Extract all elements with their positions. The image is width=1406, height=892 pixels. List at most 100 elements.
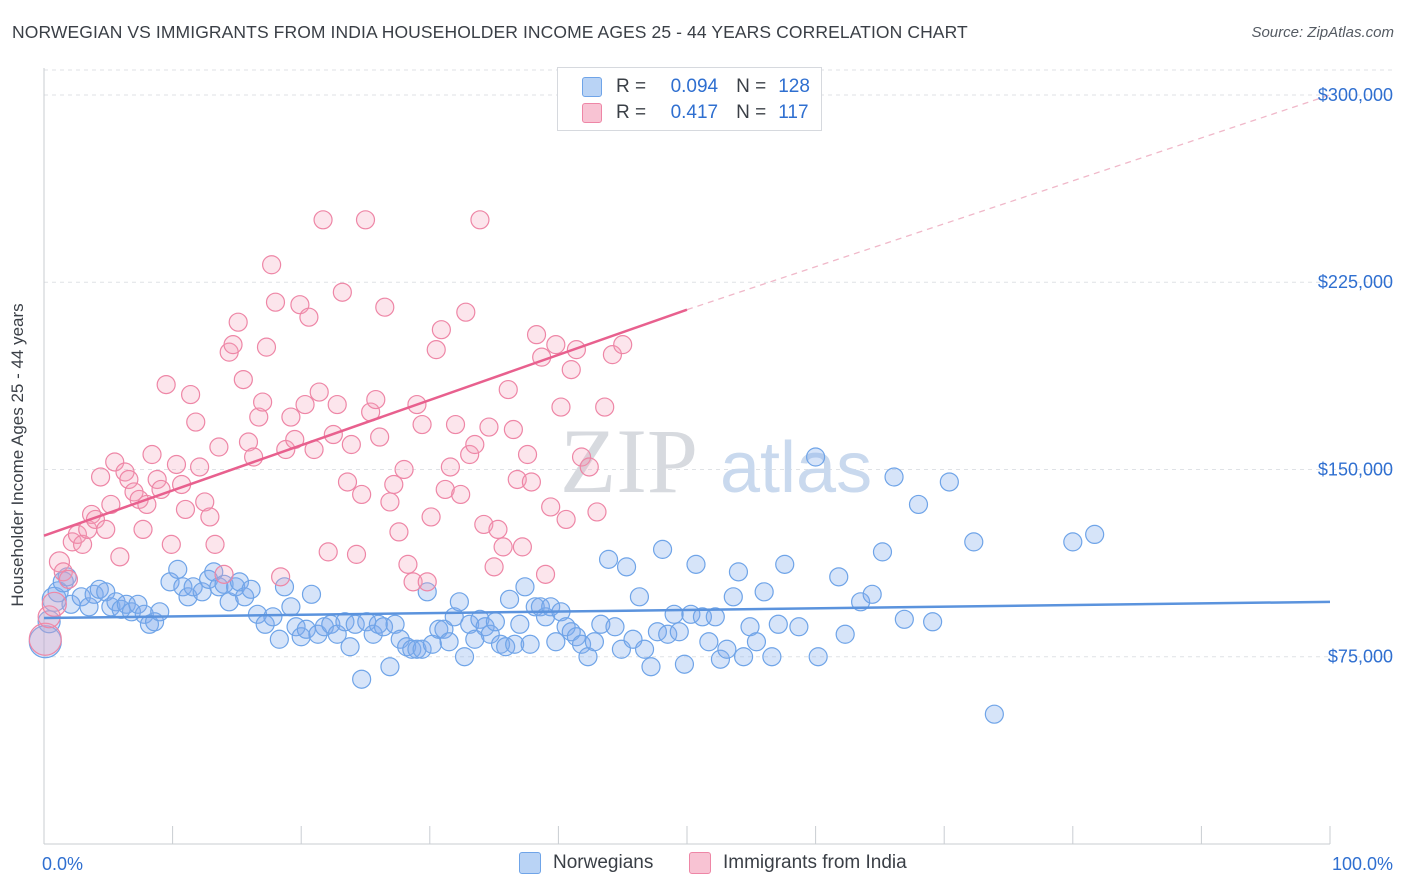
data-point: [451, 484, 471, 505]
data-point: [228, 312, 248, 332]
stats-legend: R = 0.094 N = 128 R = 0.417 N = 117: [557, 67, 822, 131]
data-point: [332, 282, 352, 302]
data-point: [499, 589, 520, 609]
data-point: [591, 614, 611, 634]
data-point: [295, 394, 315, 415]
data-point: [728, 562, 749, 582]
data-point: [923, 612, 943, 632]
legend-item-norwegians[interactable]: Norwegians: [519, 852, 653, 874]
data-point: [474, 514, 494, 535]
legend-r-value: 0.094: [670, 76, 719, 97]
data-point: [507, 469, 527, 490]
data-point: [426, 340, 446, 360]
data-point: [72, 534, 93, 554]
legend-swatch-india: [582, 103, 602, 123]
data-point: [105, 452, 125, 472]
data-point: [479, 417, 499, 437]
data-point: [835, 624, 855, 644]
data-point: [460, 444, 480, 465]
data-point: [484, 557, 504, 577]
data-point: [789, 617, 809, 637]
y-tick-label: $150,000: [1318, 459, 1393, 479]
data-point: [402, 639, 422, 659]
data-point: [412, 639, 432, 659]
data-point: [488, 519, 508, 540]
data-point: [299, 307, 319, 327]
trend-line-extension: [686, 94, 1331, 311]
data-point: [705, 607, 725, 627]
data-point: [579, 457, 599, 477]
data-point: [110, 547, 130, 567]
data-point: [271, 567, 291, 587]
data-point: [490, 634, 511, 654]
data-point: [229, 572, 250, 592]
data-point: [616, 557, 637, 577]
data-point: [510, 614, 530, 634]
legend-r-label: R =: [616, 76, 647, 97]
data-point: [456, 302, 476, 322]
data-point: [512, 537, 532, 557]
data-point: [368, 614, 388, 634]
legend-swatch-india: [689, 852, 711, 874]
data-point: [346, 544, 367, 564]
data-point: [384, 474, 404, 495]
data-point: [96, 582, 116, 602]
data-point: [515, 577, 535, 597]
data-point: [58, 569, 79, 589]
data-point: [440, 457, 460, 477]
data-point: [829, 567, 849, 587]
data-point: [263, 607, 283, 627]
data-point: [717, 639, 737, 659]
data-point: [380, 492, 400, 512]
data-point: [139, 614, 160, 634]
data-point: [67, 524, 88, 545]
data-point: [253, 392, 273, 412]
source-note: Source: ZipAtlas.com: [1251, 24, 1394, 41]
data-point: [658, 624, 678, 644]
data-point: [984, 704, 1004, 724]
data-point: [375, 297, 395, 317]
data-point: [884, 467, 904, 487]
data-point: [394, 459, 414, 480]
data-point: [551, 397, 571, 417]
legend-label-india: Immigrants from India: [723, 852, 907, 873]
watermark-atlas: atlas: [720, 428, 872, 508]
series-norwegians: [28, 447, 1105, 724]
data-point: [417, 572, 437, 592]
data-point: [223, 335, 243, 355]
data-point: [605, 617, 625, 637]
data-point: [602, 345, 623, 365]
legend-n-value: 128: [778, 76, 810, 97]
data-point: [561, 360, 581, 380]
data-point: [505, 634, 525, 654]
data-point: [556, 509, 576, 530]
data-point: [41, 591, 67, 617]
series-immigrants-from-india: [28, 210, 633, 656]
data-point: [389, 522, 409, 542]
data-point: [435, 479, 455, 500]
legend-n-label: N =: [736, 76, 767, 97]
data-point: [454, 647, 475, 667]
y-tick-label: $75,000: [1328, 647, 1393, 667]
chart-title: NORWEGIAN VS IMMIGRANTS FROM INDIA HOUSE…: [12, 22, 968, 42]
data-point: [175, 499, 196, 520]
data-point: [686, 554, 706, 574]
data-point: [340, 637, 360, 657]
data-point: [470, 210, 490, 230]
legend-item-india[interactable]: Immigrants from India: [689, 852, 907, 874]
legend-n-label: N =: [736, 102, 767, 123]
data-point: [872, 542, 893, 562]
data-point: [762, 647, 782, 667]
data-point: [964, 532, 984, 552]
data-point: [313, 210, 333, 230]
data-point: [337, 472, 358, 492]
data-point: [674, 654, 695, 674]
data-point: [214, 564, 234, 584]
data-point: [352, 669, 372, 689]
data-point: [166, 454, 187, 475]
data-point: [526, 325, 547, 345]
data-point: [535, 564, 556, 584]
data-point: [233, 370, 253, 390]
data-point: [664, 604, 684, 624]
data-point: [281, 597, 301, 617]
